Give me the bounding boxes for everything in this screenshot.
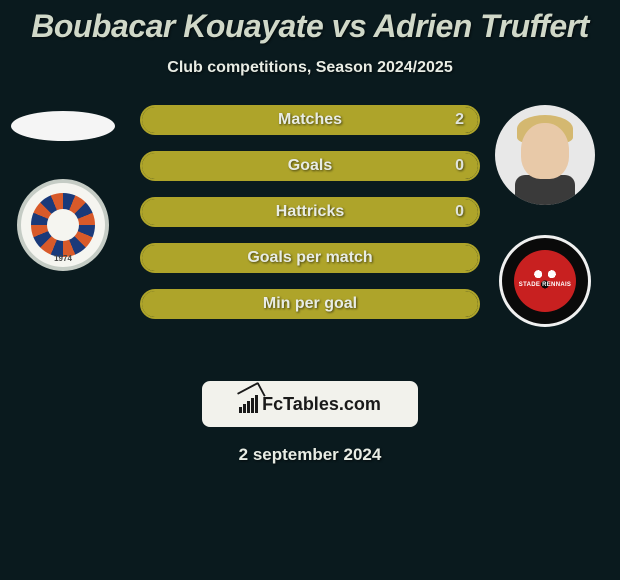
- wm-bar-1: [239, 407, 242, 413]
- stat-label: Matches: [278, 111, 342, 129]
- left-player-column: 1974: [8, 105, 118, 271]
- stat-bar: Matches 2: [140, 105, 480, 135]
- left-club-badge-montpellier: 1974: [17, 179, 109, 271]
- club-badge-center: [47, 209, 79, 241]
- avatar-face: [521, 123, 569, 179]
- page-title: Boubacar Kouayate vs Adrien Truffert: [0, 0, 620, 45]
- left-player-avatar-placeholder: [11, 111, 115, 141]
- bar-chart-icon: [239, 395, 258, 413]
- right-club-badge-rennais: STADE RENNAIS: [499, 235, 591, 327]
- avatar-shoulders: [515, 175, 575, 205]
- right-player-column: STADE RENNAIS: [490, 105, 600, 327]
- stat-bar: Hattricks 0: [140, 197, 480, 227]
- stat-value-right: 0: [455, 203, 464, 221]
- comparison-panel: 1974 STADE RENNAIS Matches2Goals0Hattric…: [0, 105, 620, 375]
- stat-bar: Goals per match: [140, 243, 480, 273]
- club-badge-year: 1974: [21, 254, 105, 263]
- stat-label: Hattricks: [276, 203, 344, 221]
- watermark-badge: FcTables.com: [202, 381, 418, 427]
- stat-bar: Min per goal: [140, 289, 480, 319]
- stat-label: Min per goal: [263, 295, 357, 313]
- right-player-avatar: [495, 105, 595, 205]
- club-badge-text: STADE RENNAIS: [502, 282, 588, 288]
- date-text: 2 september 2024: [0, 445, 620, 465]
- stat-label: Goals per match: [247, 249, 372, 267]
- subtitle: Club competitions, Season 2024/2025: [0, 59, 620, 77]
- stat-bar: Goals 0: [140, 151, 480, 181]
- stat-value-right: 2: [455, 111, 464, 129]
- stat-label: Goals: [288, 157, 332, 175]
- stat-value-right: 0: [455, 157, 464, 175]
- club-badge-ermines: [528, 264, 562, 298]
- watermark-text: FcTables.com: [262, 394, 381, 415]
- stat-bars-container: Matches 2 Goals 0 Hattricks 0 Goals per match M…: [140, 105, 480, 335]
